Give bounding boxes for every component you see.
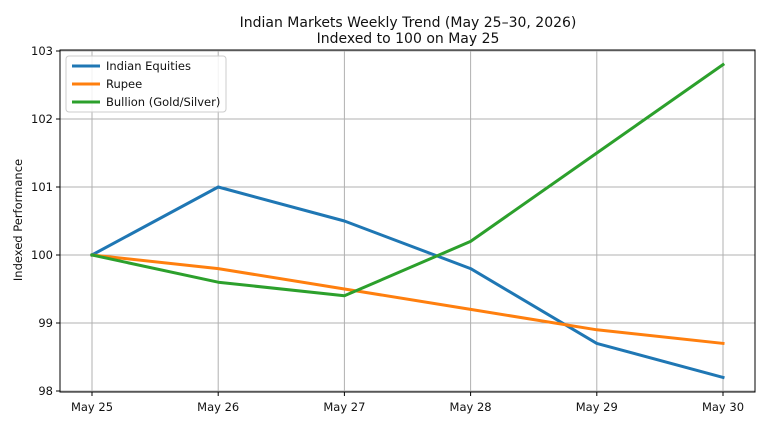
x-tick-label: May 29 <box>576 400 618 414</box>
y-tick-label: 99 <box>38 316 53 330</box>
chart-title: Indian Markets Weekly Trend (May 25–30, … <box>240 15 577 31</box>
x-axis-ticks: May 25 May 26 May 27 May 28 May 29 May 30 <box>71 392 744 414</box>
legend: Indian Equities Rupee Bullion (Gold/Silver… <box>66 56 226 112</box>
legend-label: Indian Equities <box>106 59 191 73</box>
legend-label: Rupee <box>106 77 142 91</box>
y-tick-label: 103 <box>31 44 53 58</box>
y-tick-label: 100 <box>31 248 53 262</box>
y-tick-label: 98 <box>38 384 53 398</box>
x-tick-label: May 28 <box>450 400 492 414</box>
series-line-0 <box>92 187 723 377</box>
y-tick-label: 102 <box>31 112 53 126</box>
x-tick-label: May 26 <box>197 400 239 414</box>
y-axis-label: Indexed Performance <box>11 159 25 281</box>
y-tick-label: 101 <box>31 180 53 194</box>
legend-label: Bullion (Gold/Silver) <box>106 95 220 109</box>
chart-subtitle: Indexed to 100 on May 25 <box>317 31 500 47</box>
x-tick-label: May 30 <box>702 400 744 414</box>
x-tick-label: May 27 <box>323 400 365 414</box>
x-tick-label: May 25 <box>71 400 113 414</box>
y-axis-ticks: 98 99 100 101 102 103 <box>31 44 60 398</box>
